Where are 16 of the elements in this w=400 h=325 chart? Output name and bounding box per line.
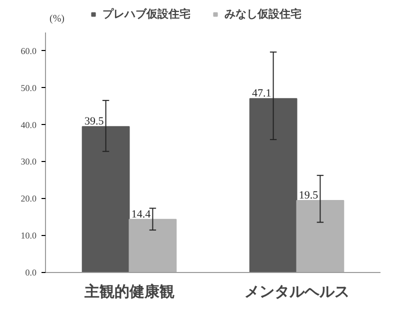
data-label: 19.5 bbox=[298, 190, 319, 202]
x-tick-label: 主観的健康観 bbox=[83, 282, 174, 300]
y-tick-label: 10.0 bbox=[20, 230, 37, 241]
y-tick-label: 20.0 bbox=[20, 194, 37, 204]
y-tick-label: 50.0 bbox=[20, 82, 37, 93]
legend-label: プレハブ仮設住宅 bbox=[102, 7, 190, 22]
x-tick-label: メンタルヘルス bbox=[244, 284, 350, 300]
y-axis-title: (%) bbox=[50, 14, 64, 24]
data-label: 47.1 bbox=[252, 88, 272, 100]
y-tick-label: 0.0 bbox=[25, 268, 37, 278]
data-label: 39.5 bbox=[84, 116, 104, 128]
data-label: 14.4 bbox=[131, 208, 152, 220]
legend-label: みなし仮設住宅 bbox=[224, 7, 302, 22]
y-tick-label: 60.0 bbox=[20, 46, 37, 56]
y-tick-label: 30.0 bbox=[20, 156, 37, 167]
y-tick-label: 40.0 bbox=[20, 120, 37, 130]
